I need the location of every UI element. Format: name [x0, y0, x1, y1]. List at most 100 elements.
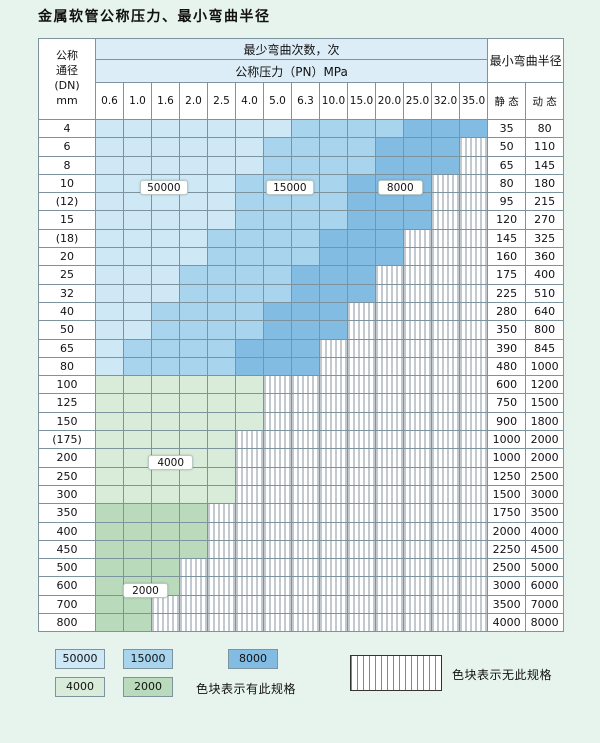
no-spec-cell [319, 356, 348, 377]
spec-cell [235, 173, 264, 194]
spec-cell [95, 137, 124, 157]
spec-cell [291, 192, 320, 212]
spec-cell [179, 283, 208, 303]
no-spec-cell [347, 356, 376, 377]
spec-cell [207, 283, 236, 303]
spec-cell [151, 155, 180, 175]
spec-cell [123, 192, 152, 212]
spec-cell [347, 283, 376, 303]
spec-cell [179, 192, 208, 212]
no-spec-cell [263, 576, 292, 596]
no-spec-cell [291, 430, 320, 450]
spec-cell [319, 228, 348, 249]
spec-cell [151, 192, 180, 212]
spec-cell [95, 265, 124, 285]
table-row: 40 280 640 [38, 301, 565, 322]
no-spec-cell [458, 265, 489, 285]
dynamic-radius-cell: 800 [525, 320, 565, 340]
no-spec-cell [431, 173, 460, 194]
no-spec-cell [458, 375, 489, 395]
table-row: 20 160 360 [38, 247, 565, 267]
no-spec-cell [375, 265, 404, 285]
no-spec-cell [319, 448, 348, 468]
no-spec-cell [291, 448, 320, 468]
spec-cell [179, 320, 208, 340]
spec-cell [207, 375, 236, 395]
spec-cell [263, 283, 292, 303]
spec-cell [375, 137, 404, 157]
no-spec-cell [347, 301, 376, 322]
no-spec-cell [458, 484, 489, 505]
spec-cell [207, 173, 236, 194]
no-spec-cell [263, 430, 292, 450]
pressure-values-row: 0.6 1.0 1.6 2.0 2.5 4.0 5.0 6.3 10.0 15.0 20.0 25.0… [39, 82, 565, 120]
spec-cell [151, 228, 180, 249]
static-radius-cell: 50 [487, 137, 527, 157]
spec-cell [207, 137, 236, 157]
dn-cell: 250 [38, 466, 96, 486]
spec-cell [95, 155, 124, 175]
spec-cell [235, 247, 264, 267]
no-spec-cell [458, 210, 489, 230]
spec-cell [235, 192, 264, 212]
no-spec-cell [458, 466, 489, 486]
dn-cell: 8 [38, 155, 96, 175]
spec-cell [207, 228, 236, 249]
no-spec-cell [263, 484, 292, 505]
spec-cell [347, 173, 376, 194]
spec-cell [151, 539, 180, 560]
no-spec-cell [375, 393, 404, 413]
dn-cell: 125 [38, 393, 96, 413]
table-row: (18) 145 325 [38, 228, 565, 249]
dn-cell: 450 [38, 539, 96, 560]
pressure-column-header: 2.5 [207, 82, 236, 120]
spec-cell [291, 265, 320, 285]
static-radius-cell: 2500 [487, 558, 527, 578]
spec-table-wrap: 公称 通径 (DN) mm 最少弯曲次数，次 最小弯曲半径 公称压力（PN）MP… [38, 38, 565, 633]
static-radius-cell: 600 [487, 375, 527, 395]
no-spec-cell [319, 393, 348, 413]
spec-cell [263, 192, 292, 212]
spec-cell [347, 118, 376, 139]
spec-cell [263, 338, 292, 358]
spec-cell [151, 484, 180, 505]
dn-cell: 800 [38, 613, 96, 633]
spec-cell [375, 192, 404, 212]
spec-cell [263, 320, 292, 340]
no-spec-cell [207, 503, 236, 523]
static-radius-cell: 160 [487, 247, 527, 267]
static-radius-cell: 4000 [487, 613, 527, 633]
spec-cell [403, 137, 432, 157]
static-radius-cell: 120 [487, 210, 527, 230]
dynamic-radius-cell: 2500 [525, 466, 565, 486]
bend-cycles-header: 最少弯曲次数，次 [94, 38, 489, 60]
pressure-column-header: 1.6 [151, 82, 180, 120]
no-spec-cell [431, 558, 460, 578]
dynamic-radius-cell: 1800 [525, 411, 565, 432]
no-spec-cell [458, 430, 489, 450]
spec-cell [347, 228, 376, 249]
spec-cell [151, 265, 180, 285]
no-spec-cell [375, 484, 404, 505]
no-spec-cell [431, 484, 460, 505]
no-spec-cell [235, 594, 264, 615]
spec-cell [95, 613, 124, 633]
no-spec-cell [291, 466, 320, 486]
no-spec-cell [291, 503, 320, 523]
no-spec-cell [347, 613, 376, 633]
no-spec-cell [319, 466, 348, 486]
spec-cell [123, 539, 152, 560]
table-row: 250 1250 2500 [38, 466, 565, 486]
no-spec-cell [235, 558, 264, 578]
no-spec-cell [263, 375, 292, 395]
spec-cell [235, 137, 264, 157]
spec-cell [207, 393, 236, 413]
no-spec-cell [375, 430, 404, 450]
spec-cell [179, 503, 208, 523]
spec-cell [123, 320, 152, 340]
no-spec-swatch [350, 655, 442, 691]
legend-swatch-2000: 2000 [123, 677, 173, 697]
no-spec-cell [151, 613, 180, 633]
dynamic-radius-cell: 2000 [525, 448, 565, 468]
no-spec-cell [403, 338, 432, 358]
